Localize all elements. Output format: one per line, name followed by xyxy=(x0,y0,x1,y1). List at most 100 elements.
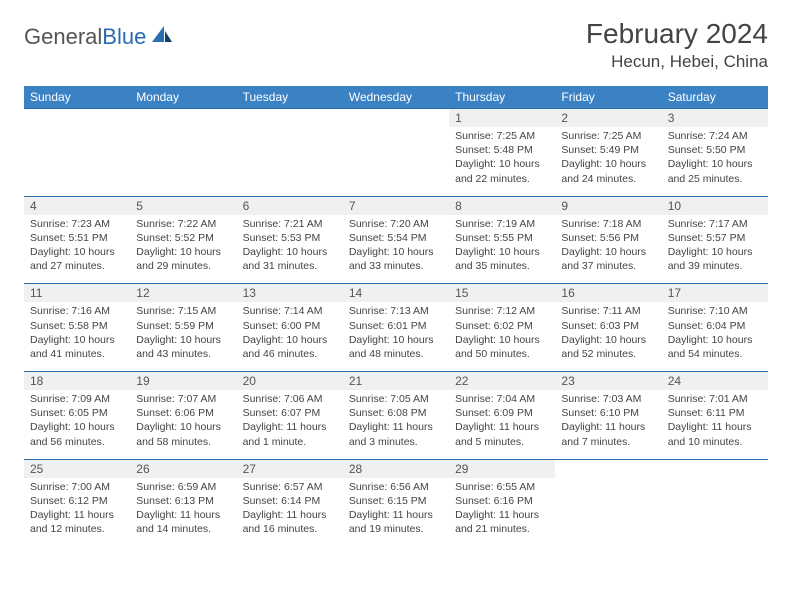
day-detail-cell: Sunrise: 7:19 AMSunset: 5:55 PMDaylight:… xyxy=(449,215,555,284)
daylight-line: Daylight: 10 hours and 31 minutes. xyxy=(243,245,337,273)
sunrise-line: Sunrise: 7:01 AM xyxy=(668,392,762,406)
sunrise-line: Sunrise: 7:23 AM xyxy=(30,217,124,231)
day-detail-cell xyxy=(24,127,130,196)
weekday-header: Sunday xyxy=(24,86,130,109)
sunset-line: Sunset: 6:15 PM xyxy=(349,494,443,508)
sunset-line: Sunset: 5:58 PM xyxy=(30,319,124,333)
weekday-header: Tuesday xyxy=(237,86,343,109)
daylight-line: Daylight: 11 hours and 19 minutes. xyxy=(349,508,443,536)
day-detail-cell: Sunrise: 7:18 AMSunset: 5:56 PMDaylight:… xyxy=(555,215,661,284)
day-number-cell: 12 xyxy=(130,284,236,302)
daylight-line: Daylight: 10 hours and 46 minutes. xyxy=(243,333,337,361)
day-detail-cell: Sunrise: 7:20 AMSunset: 5:54 PMDaylight:… xyxy=(343,215,449,284)
sunrise-line: Sunrise: 7:00 AM xyxy=(30,480,124,494)
day-number-cell: 3 xyxy=(662,109,768,127)
sunset-line: Sunset: 5:51 PM xyxy=(30,231,124,245)
day-number-cell: 17 xyxy=(662,284,768,302)
sunrise-line: Sunrise: 7:16 AM xyxy=(30,304,124,318)
day-detail-cell: Sunrise: 7:21 AMSunset: 5:53 PMDaylight:… xyxy=(237,215,343,284)
sunrise-line: Sunrise: 7:22 AM xyxy=(136,217,230,231)
sunset-line: Sunset: 6:12 PM xyxy=(30,494,124,508)
daylight-line: Daylight: 11 hours and 12 minutes. xyxy=(30,508,124,536)
day-detail-cell: Sunrise: 7:15 AMSunset: 5:59 PMDaylight:… xyxy=(130,302,236,371)
day-detail-cell: Sunrise: 7:16 AMSunset: 5:58 PMDaylight:… xyxy=(24,302,130,371)
day-detail-row: Sunrise: 7:25 AMSunset: 5:48 PMDaylight:… xyxy=(24,127,768,196)
daylight-line: Daylight: 10 hours and 50 minutes. xyxy=(455,333,549,361)
day-detail-cell xyxy=(237,127,343,196)
daylight-line: Daylight: 10 hours and 29 minutes. xyxy=(136,245,230,273)
weekday-header: Wednesday xyxy=(343,86,449,109)
daylight-line: Daylight: 11 hours and 7 minutes. xyxy=(561,420,655,448)
sunrise-line: Sunrise: 6:59 AM xyxy=(136,480,230,494)
daylight-line: Daylight: 11 hours and 21 minutes. xyxy=(455,508,549,536)
day-detail-cell: Sunrise: 7:05 AMSunset: 6:08 PMDaylight:… xyxy=(343,390,449,459)
brand-logo: GeneralBlue xyxy=(24,24,176,50)
day-detail-cell: Sunrise: 7:04 AMSunset: 6:09 PMDaylight:… xyxy=(449,390,555,459)
sunrise-line: Sunrise: 6:57 AM xyxy=(243,480,337,494)
daylight-line: Daylight: 11 hours and 16 minutes. xyxy=(243,508,337,536)
day-number-cell: 6 xyxy=(237,197,343,215)
day-number-cell: 28 xyxy=(343,460,449,478)
day-number-cell: 22 xyxy=(449,372,555,390)
brand-part2: Blue xyxy=(102,24,146,50)
weekday-header: Saturday xyxy=(662,86,768,109)
day-number-cell: 8 xyxy=(449,197,555,215)
day-detail-cell: Sunrise: 7:06 AMSunset: 6:07 PMDaylight:… xyxy=(237,390,343,459)
sunrise-line: Sunrise: 7:04 AM xyxy=(455,392,549,406)
sunset-line: Sunset: 6:00 PM xyxy=(243,319,337,333)
sunset-line: Sunset: 5:49 PM xyxy=(561,143,655,157)
sunrise-line: Sunrise: 7:06 AM xyxy=(243,392,337,406)
day-number-cell: 23 xyxy=(555,372,661,390)
sunset-line: Sunset: 6:16 PM xyxy=(455,494,549,508)
sunset-line: Sunset: 6:08 PM xyxy=(349,406,443,420)
daylight-line: Daylight: 11 hours and 10 minutes. xyxy=(668,420,762,448)
sunrise-line: Sunrise: 7:17 AM xyxy=(668,217,762,231)
day-detail-cell: Sunrise: 7:09 AMSunset: 6:05 PMDaylight:… xyxy=(24,390,130,459)
daylight-line: Daylight: 10 hours and 25 minutes. xyxy=(668,157,762,185)
day-number-row: 11121314151617 xyxy=(24,284,768,302)
sunset-line: Sunset: 5:57 PM xyxy=(668,231,762,245)
day-number-cell xyxy=(555,460,661,478)
day-number-row: 45678910 xyxy=(24,197,768,215)
sunrise-line: Sunrise: 7:07 AM xyxy=(136,392,230,406)
day-number-cell: 4 xyxy=(24,197,130,215)
day-number-cell xyxy=(237,109,343,127)
sunrise-line: Sunrise: 7:03 AM xyxy=(561,392,655,406)
day-detail-cell: Sunrise: 7:13 AMSunset: 6:01 PMDaylight:… xyxy=(343,302,449,371)
day-number-cell: 16 xyxy=(555,284,661,302)
day-number-cell: 2 xyxy=(555,109,661,127)
day-detail-cell: Sunrise: 6:55 AMSunset: 6:16 PMDaylight:… xyxy=(449,478,555,547)
day-detail-cell xyxy=(130,127,236,196)
weekday-header-row: SundayMondayTuesdayWednesdayThursdayFrid… xyxy=(24,86,768,109)
day-number-cell: 21 xyxy=(343,372,449,390)
day-number-cell: 24 xyxy=(662,372,768,390)
sunset-line: Sunset: 6:06 PM xyxy=(136,406,230,420)
sunset-line: Sunset: 5:53 PM xyxy=(243,231,337,245)
day-detail-cell: Sunrise: 7:10 AMSunset: 6:04 PMDaylight:… xyxy=(662,302,768,371)
day-number-cell: 1 xyxy=(449,109,555,127)
day-detail-cell: Sunrise: 7:17 AMSunset: 5:57 PMDaylight:… xyxy=(662,215,768,284)
daylight-line: Daylight: 11 hours and 5 minutes. xyxy=(455,420,549,448)
day-number-cell: 26 xyxy=(130,460,236,478)
day-detail-cell xyxy=(343,127,449,196)
day-number-cell: 27 xyxy=(237,460,343,478)
sunset-line: Sunset: 6:03 PM xyxy=(561,319,655,333)
day-number-cell: 13 xyxy=(237,284,343,302)
day-detail-cell: Sunrise: 7:00 AMSunset: 6:12 PMDaylight:… xyxy=(24,478,130,547)
weekday-header: Monday xyxy=(130,86,236,109)
weekday-header: Thursday xyxy=(449,86,555,109)
day-number-cell: 19 xyxy=(130,372,236,390)
sunset-line: Sunset: 5:52 PM xyxy=(136,231,230,245)
sunrise-line: Sunrise: 7:19 AM xyxy=(455,217,549,231)
sunset-line: Sunset: 6:11 PM xyxy=(668,406,762,420)
daylight-line: Daylight: 11 hours and 3 minutes. xyxy=(349,420,443,448)
sunset-line: Sunset: 5:55 PM xyxy=(455,231,549,245)
daylight-line: Daylight: 10 hours and 58 minutes. xyxy=(136,420,230,448)
day-detail-cell: Sunrise: 7:23 AMSunset: 5:51 PMDaylight:… xyxy=(24,215,130,284)
day-number-cell: 14 xyxy=(343,284,449,302)
sunset-line: Sunset: 6:10 PM xyxy=(561,406,655,420)
day-number-cell: 7 xyxy=(343,197,449,215)
day-detail-cell: Sunrise: 7:25 AMSunset: 5:49 PMDaylight:… xyxy=(555,127,661,196)
sunrise-line: Sunrise: 7:18 AM xyxy=(561,217,655,231)
sunset-line: Sunset: 5:59 PM xyxy=(136,319,230,333)
